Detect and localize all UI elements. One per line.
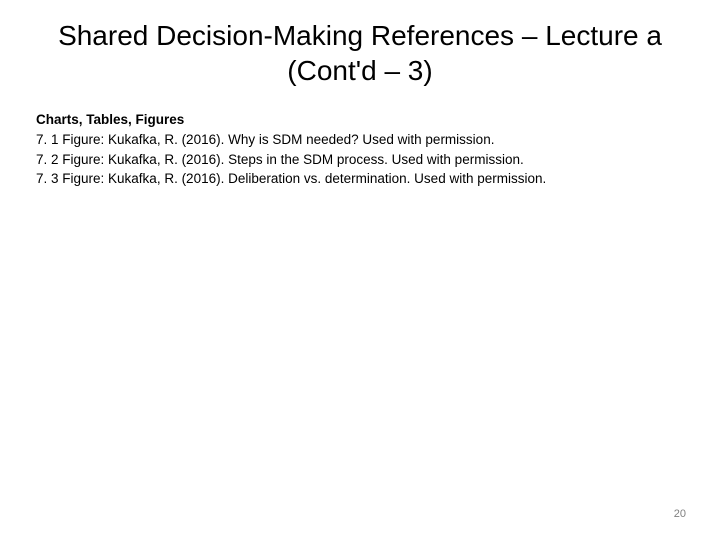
reference-item: 7. 2 Figure: Kukafka, R. (2016). Steps i…: [36, 150, 684, 170]
reference-item: 7. 3 Figure: Kukafka, R. (2016). Deliber…: [36, 169, 684, 189]
section-header: Charts, Tables, Figures: [36, 112, 684, 127]
content-area: Charts, Tables, Figures 7. 1 Figure: Kuk…: [36, 112, 684, 189]
slide-title: Shared Decision-Making References – Lect…: [36, 18, 684, 88]
slide-container: Shared Decision-Making References – Lect…: [0, 0, 720, 540]
page-number: 20: [674, 508, 686, 520]
reference-item: 7. 1 Figure: Kukafka, R. (2016). Why is …: [36, 130, 684, 150]
